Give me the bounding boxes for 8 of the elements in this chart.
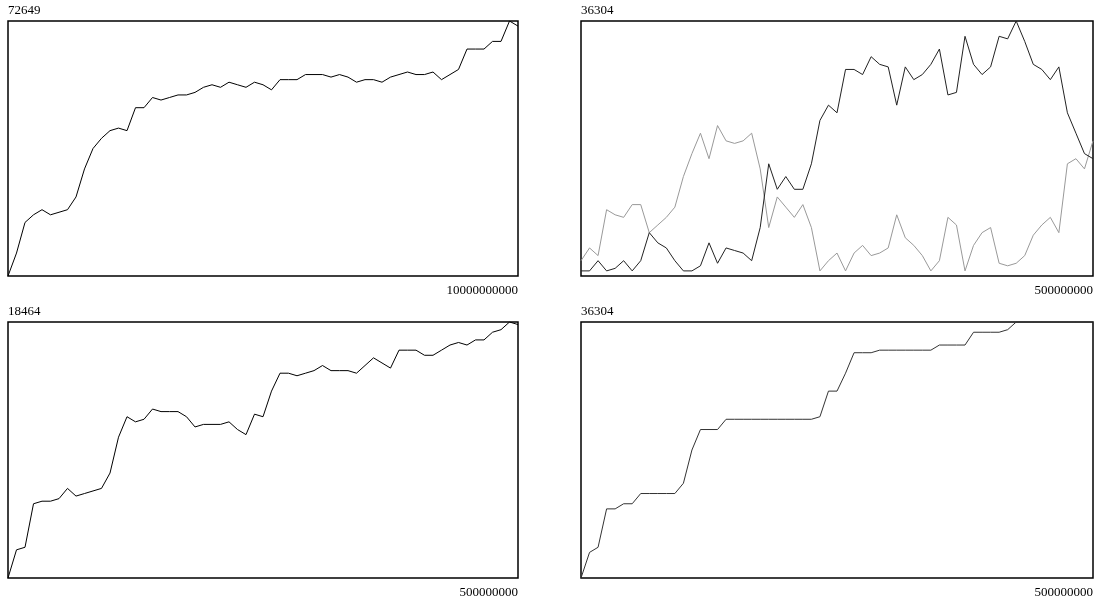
text: 36304 [581, 2, 614, 17]
text: 18464 [8, 303, 41, 318]
text: 72649 [8, 2, 41, 17]
text: 500000000 [1034, 282, 1093, 297]
text: 500000000 [1034, 584, 1093, 599]
text: 10000000000 [446, 282, 518, 297]
text: 500000000 [459, 584, 518, 599]
text: 36304 [581, 303, 614, 318]
